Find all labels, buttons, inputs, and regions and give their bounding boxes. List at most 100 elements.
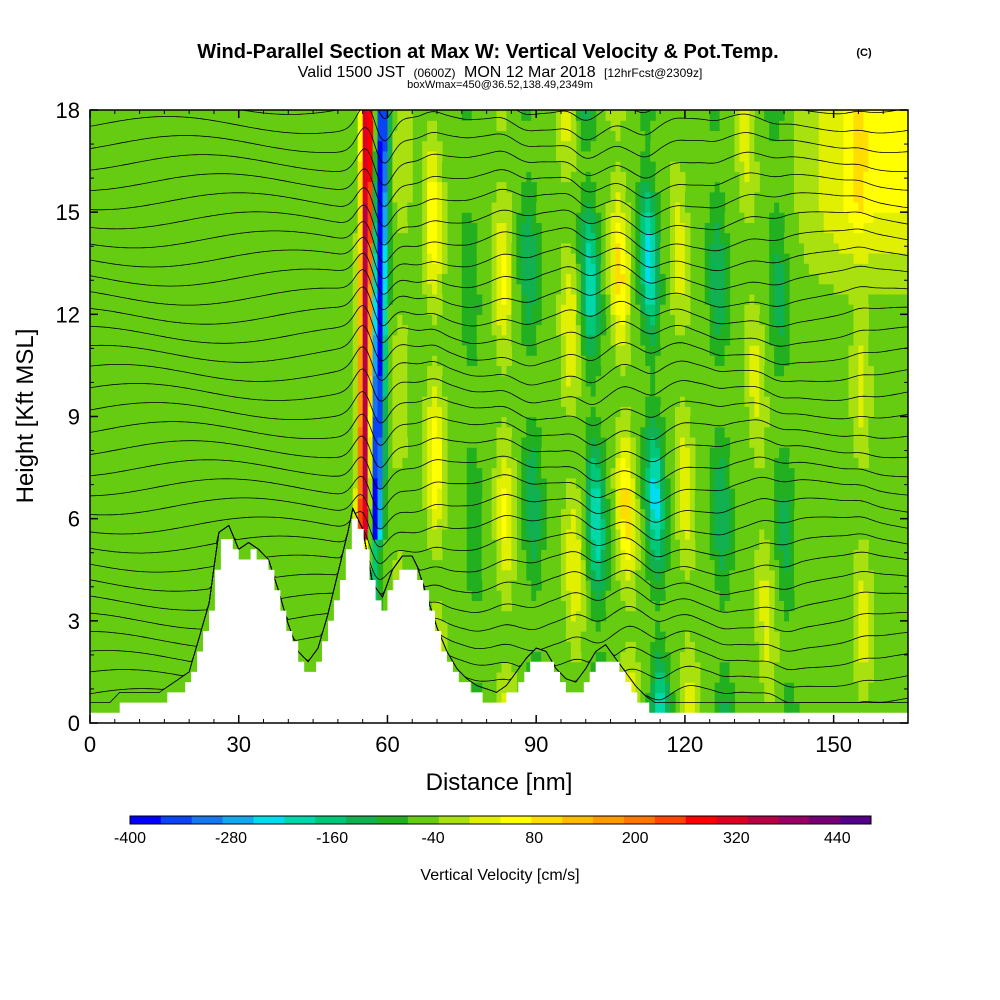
w-cell <box>610 518 617 530</box>
w-cell <box>684 579 691 591</box>
w-cell <box>565 559 572 571</box>
w-cell <box>640 171 646 183</box>
w-cell <box>531 191 537 203</box>
w-cell <box>382 528 389 540</box>
w-cell <box>407 396 413 407</box>
w-cell <box>823 161 830 172</box>
w-cell <box>526 242 532 254</box>
w-cell <box>719 212 726 223</box>
w-cell <box>793 539 800 550</box>
w-cell <box>798 191 805 203</box>
w-cell <box>719 651 726 663</box>
w-cell <box>650 488 656 499</box>
w-cell <box>724 682 731 693</box>
w-cell <box>764 579 770 591</box>
w-cell <box>744 283 750 295</box>
w-cell <box>868 600 874 612</box>
w-cell <box>853 344 860 356</box>
w-cell <box>595 242 602 254</box>
w-cell <box>605 181 612 193</box>
w-cell <box>511 508 517 520</box>
w-cell <box>789 498 795 510</box>
w-cell <box>580 253 587 264</box>
w-cell <box>536 416 542 428</box>
w-cell <box>531 631 537 642</box>
w-cell <box>372 161 379 172</box>
w-cell <box>432 436 438 448</box>
w-cell <box>674 406 681 418</box>
w-cell <box>813 191 820 203</box>
w-cell <box>422 120 428 132</box>
w-cell <box>570 579 577 591</box>
isentrope-line <box>90 204 908 246</box>
w-cell <box>595 293 602 305</box>
w-cell <box>714 590 721 601</box>
w-cell <box>521 263 527 275</box>
w-cell <box>402 447 408 458</box>
w-cell <box>650 447 656 458</box>
w-cell <box>620 661 627 673</box>
colorbar-swatch <box>654 816 687 824</box>
w-cell <box>595 304 602 315</box>
w-cell <box>640 201 646 213</box>
w-cell <box>670 263 676 275</box>
w-cell <box>789 600 795 612</box>
w-cell <box>531 406 537 418</box>
w-cell <box>610 130 617 142</box>
w-cell <box>496 110 503 121</box>
w-cell <box>466 549 473 561</box>
w-cell <box>541 651 547 663</box>
w-cell <box>556 365 562 377</box>
w-cell <box>719 273 726 285</box>
w-cell <box>635 120 641 132</box>
w-cell <box>674 232 681 244</box>
w-cell <box>769 140 775 152</box>
w-cell <box>674 242 681 254</box>
w-cell <box>868 590 874 601</box>
w-cell <box>466 488 473 499</box>
w-cell <box>793 222 800 234</box>
w-cell <box>432 365 438 377</box>
w-cell <box>853 201 860 213</box>
w-cell <box>670 447 676 458</box>
w-cell <box>893 273 899 285</box>
w-cell <box>858 140 864 152</box>
w-cell <box>605 191 612 203</box>
w-cell <box>853 355 860 367</box>
w-cell <box>759 426 765 438</box>
w-cell <box>888 222 894 234</box>
w-cell <box>476 508 483 520</box>
w-cell <box>655 702 661 714</box>
w-cell <box>536 212 542 223</box>
w-cell <box>357 498 364 510</box>
w-cell <box>565 344 572 356</box>
w-cell <box>570 324 577 336</box>
w-cell <box>684 528 691 540</box>
w-cell <box>437 477 443 489</box>
colorbar-swatch <box>500 816 532 824</box>
w-cell <box>531 457 537 469</box>
w-cell <box>496 324 503 336</box>
w-cell <box>565 191 572 203</box>
w-cell <box>372 488 379 499</box>
w-cell <box>506 304 512 315</box>
w-cell <box>808 150 815 162</box>
w-cell <box>461 273 468 285</box>
w-cell <box>843 273 850 285</box>
w-cell <box>387 242 394 254</box>
w-cell <box>813 130 820 142</box>
w-cell <box>635 671 641 683</box>
w-cell <box>784 508 790 520</box>
w-cell <box>729 477 736 489</box>
w-cell <box>784 334 790 346</box>
w-cell <box>754 396 760 407</box>
w-cell <box>610 324 617 336</box>
w-cell <box>605 283 612 295</box>
w-cell <box>665 692 671 704</box>
w-cell <box>645 457 651 469</box>
w-cell <box>590 498 597 510</box>
w-cell <box>689 631 696 642</box>
w-cell <box>620 385 627 397</box>
w-cell <box>868 110 874 121</box>
w-cell <box>679 426 686 438</box>
